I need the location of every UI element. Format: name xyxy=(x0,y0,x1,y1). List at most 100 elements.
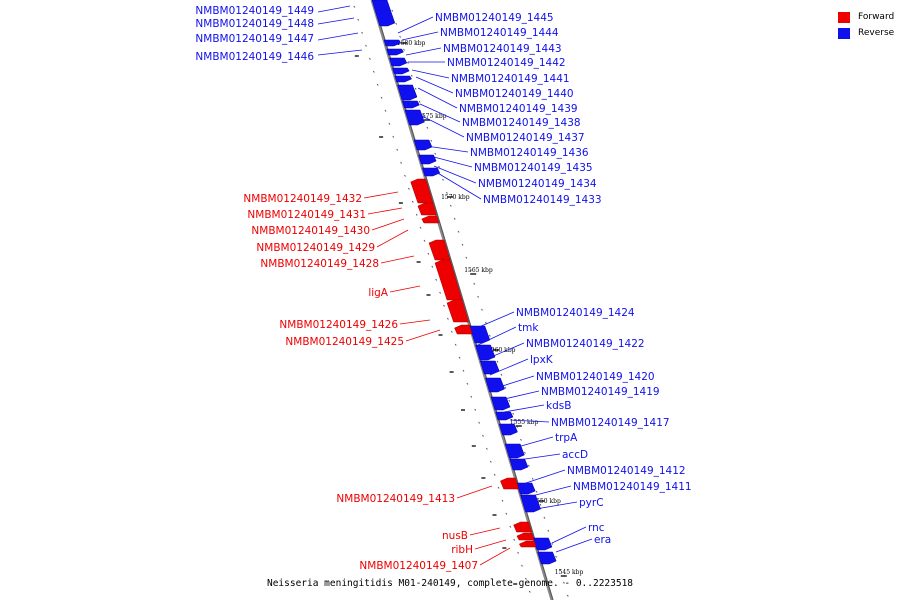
reverse-gene-left-label: NMBM01240149_1446 xyxy=(195,51,314,63)
reverse-gene-right-leader xyxy=(429,155,473,168)
minor-dot xyxy=(528,590,531,593)
minor-dot xyxy=(484,321,487,324)
reverse-gene-right-leader xyxy=(417,87,458,109)
reverse-gene-glyph xyxy=(475,344,496,361)
minor-dot xyxy=(461,243,464,246)
reverse-gene-right-label: NMBM01240149_1436 xyxy=(470,147,589,159)
minor-dot xyxy=(477,295,480,298)
minor-dot xyxy=(513,538,516,541)
minor-dot xyxy=(353,5,356,8)
reverse-gene-right-leader xyxy=(419,103,461,123)
forward-gene-glyph xyxy=(434,259,463,301)
minor-dot xyxy=(399,35,402,38)
minor-dot xyxy=(462,369,465,372)
kbp-tick-label: 1545 kbp xyxy=(555,569,584,576)
minor-dot xyxy=(539,503,542,506)
reverse-gene-glyph xyxy=(509,458,529,471)
minor-dot xyxy=(435,278,438,281)
minor-dot xyxy=(497,486,500,489)
minor-dot xyxy=(396,148,399,151)
minor-dot xyxy=(406,61,409,64)
reverse-gene-right-label: NMBM01240149_1434 xyxy=(478,178,597,190)
forward-gene-label: NMBM01240149_1429 xyxy=(256,242,375,254)
reverse-gene-left-label: NMBM01240149_1449 xyxy=(195,5,314,17)
reverse-gene-glyph xyxy=(397,84,418,101)
reverse-gene-glyph xyxy=(413,139,433,151)
reverse-gene-glyph xyxy=(533,537,553,551)
minor-dot xyxy=(453,217,456,220)
legend-forward-label: Forward xyxy=(858,12,895,22)
minor-dot xyxy=(361,31,364,34)
minor-dot xyxy=(551,542,554,545)
forward-gene-leader xyxy=(456,485,493,499)
minor-dot xyxy=(531,477,534,480)
reverse-gene-right-label: accD xyxy=(562,449,588,461)
forward-gene-glyph xyxy=(518,540,537,548)
forward-gene-label: nusB xyxy=(442,530,468,542)
reverse-gene-right-leader xyxy=(503,404,545,413)
reverse-gene-right-leader xyxy=(471,311,515,331)
reverse-gene-right-leader xyxy=(405,47,442,56)
minor-dot xyxy=(368,57,371,60)
reverse-gene-right-label: NMBM01240149_1441 xyxy=(451,73,570,85)
minor-dot xyxy=(504,386,507,389)
minor-dot xyxy=(457,230,460,233)
minor-dot xyxy=(403,48,405,51)
minor-dot xyxy=(395,22,398,25)
kbp-tick-label: 1550 kbp xyxy=(532,498,561,505)
minor-dot xyxy=(407,187,410,190)
minor-dot xyxy=(423,239,426,242)
forward-gene-label: NMBM01240149_1426 xyxy=(279,319,398,331)
forward-gene-leader xyxy=(399,319,431,325)
minor-dot xyxy=(489,460,492,463)
reverse-gene-glyph xyxy=(394,75,412,83)
forward-gene-glyph xyxy=(513,521,532,533)
minor-dot xyxy=(520,438,522,441)
reverse-gene-right-leader xyxy=(397,16,434,34)
reverse-gene-right-label: NMBM01240149_1411 xyxy=(573,481,692,493)
minor-dot xyxy=(445,191,448,194)
legend-reverse: Reverse xyxy=(838,25,894,41)
forward-gene-glyph xyxy=(516,532,535,541)
reverse-gene-right-label: NMBM01240149_1433 xyxy=(483,194,602,206)
reverse-gene-right-leader xyxy=(555,538,593,553)
minor-dot xyxy=(418,100,421,103)
reverse-gene-glyph xyxy=(495,411,514,421)
minor-dot xyxy=(521,564,523,567)
reverse-gene-right-label: NMBM01240149_1437 xyxy=(466,132,585,144)
minor-dot xyxy=(415,213,418,216)
reverse-gene-right-label: rnc xyxy=(588,522,605,534)
reverse-gene-glyph xyxy=(520,494,541,513)
minor-dot xyxy=(523,451,526,454)
reverse-gene-right-leader xyxy=(483,342,525,361)
reverse-gene-right-leader xyxy=(509,419,550,423)
minor-dot xyxy=(524,577,527,580)
minor-dot xyxy=(434,152,437,155)
kbp-tick-label: 1565 kbp xyxy=(464,267,493,274)
reverse-gene-glyph xyxy=(401,100,420,109)
minor-dot xyxy=(443,304,445,307)
forward-gene-label: NMBM01240149_1431 xyxy=(247,209,366,221)
minor-dot xyxy=(458,356,461,359)
kbp-tick-label: 1560 kbp xyxy=(487,347,516,354)
minor-dot xyxy=(392,135,395,138)
minor-dot xyxy=(508,399,511,402)
reverse-gene-right-label: kdsB xyxy=(546,400,571,412)
reverse-gene-right-label: NMBM01240149_1443 xyxy=(443,43,562,55)
reverse-gene-right-label: tmk xyxy=(518,322,539,334)
minor-dot xyxy=(442,178,444,181)
minor-dot xyxy=(380,96,383,99)
reverse-gene-right-label: NMBM01240149_1438 xyxy=(462,117,581,129)
minor-dot xyxy=(449,204,452,207)
minor-dot xyxy=(496,360,499,363)
forward-gene-glyph xyxy=(421,215,440,224)
minor-dot xyxy=(372,70,375,73)
reverse-gene-right-leader xyxy=(401,31,439,41)
reverse-gene-glyph xyxy=(485,377,505,393)
forward-gene-glyph xyxy=(446,299,469,323)
forward-gene-glyph xyxy=(417,202,437,216)
minor-dot xyxy=(488,334,491,337)
reverse-gene-glyph xyxy=(371,0,396,27)
kbp-tick-label: 1555 kbp xyxy=(510,419,539,426)
